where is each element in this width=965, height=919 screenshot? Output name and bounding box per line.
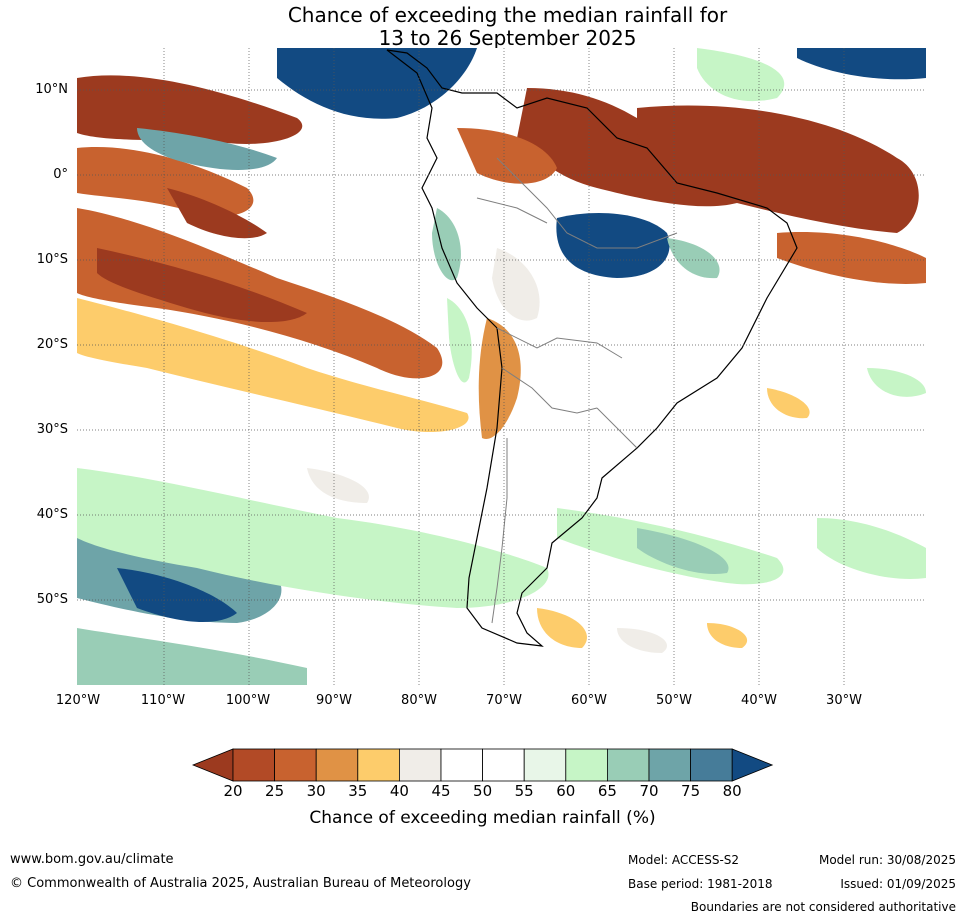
- colorbar-tick-label: 45: [431, 782, 451, 800]
- lat-label-40s: 40°S: [36, 507, 68, 522]
- footer-issued: Issued: 01/09/2025: [840, 877, 956, 891]
- colorbar-swatch: [274, 748, 317, 782]
- colorbar-tick-label: 40: [389, 782, 409, 800]
- lat-label-10s: 10°S: [36, 252, 68, 267]
- lon-label-120w: 120°W: [55, 693, 101, 708]
- colorbar-swatch: [440, 748, 483, 782]
- lat-label-50s: 50°S: [36, 592, 68, 607]
- country-borders: [476, 157, 678, 624]
- colorbar-tick-label: 35: [348, 782, 368, 800]
- colorbar-swatch: [232, 748, 275, 782]
- map-title: Chance of exceeding the median rainfall …: [0, 4, 965, 50]
- colorbar-tick-label: 25: [265, 782, 285, 800]
- footer-base-period: Base period: 1981-2018: [628, 877, 773, 891]
- colorbar-swatch: [315, 748, 359, 782]
- colorbar-swatch: [357, 748, 400, 782]
- colorbar-tick-label: 75: [681, 782, 701, 800]
- colorbar-swatch: [648, 748, 691, 782]
- lat-label-30s: 30°S: [36, 422, 68, 437]
- dry-anomaly-regions: [77, 75, 926, 648]
- colorbar-label: Chance of exceeding median rainfall (%): [309, 808, 656, 828]
- colorbar-graphic: [191, 748, 774, 782]
- lon-label-60w: 60°W: [571, 693, 607, 708]
- colorbar-tick-label: 80: [722, 782, 742, 800]
- lon-label-90w: 90°W: [316, 693, 352, 708]
- colorbar-extend-high: [731, 748, 774, 782]
- wet-anomaly-regions: [77, 48, 926, 685]
- colorbar-swatch: [690, 748, 733, 782]
- colorbar-tick-label: 20: [223, 782, 243, 800]
- rainfall-map: [77, 48, 926, 685]
- colorbar-tick-label: 55: [514, 782, 534, 800]
- colorbar-tick-label: 50: [473, 782, 493, 800]
- colorbar-swatch: [482, 748, 525, 782]
- footer-model-run: Model run: 30/08/2025: [818, 853, 956, 867]
- colorbar-swatch: [565, 748, 608, 782]
- colorbar-tick-label: 70: [639, 782, 659, 800]
- colorbar-tick-label: 65: [597, 782, 617, 800]
- colorbar-extend-low: [191, 748, 234, 782]
- title-line-2: 13 to 26 September 2025: [378, 26, 637, 50]
- title-line-1: Chance of exceeding the median rainfall …: [287, 3, 728, 27]
- colorbar: [191, 748, 774, 786]
- colorbar-swatch: [606, 748, 650, 782]
- map-canvas: [77, 48, 926, 685]
- colorbar-tick-label: 60: [556, 782, 576, 800]
- neutral-regions: [307, 248, 667, 653]
- lon-label-100w: 100°W: [225, 693, 271, 708]
- lon-label-30w: 30°W: [826, 693, 862, 708]
- colorbar-swatch: [523, 748, 567, 782]
- colorbar-swatch: [398, 748, 442, 782]
- south-america-coastline: [386, 49, 798, 647]
- lon-label-110w: 110°W: [140, 693, 186, 708]
- footer-disclaimer: Boundaries are not considered authoritat…: [690, 900, 956, 914]
- lon-label-80w: 80°W: [401, 693, 437, 708]
- lat-label-10n: 10°N: [35, 82, 68, 97]
- lat-label-20s: 20°S: [36, 337, 68, 352]
- lon-label-70w: 70°W: [486, 693, 522, 708]
- graticule: [77, 48, 926, 685]
- footer-copyright: © Commonwealth of Australia 2025, Austra…: [10, 876, 471, 891]
- lat-label-0: 0°: [53, 167, 68, 182]
- lon-label-50w: 50°W: [656, 693, 692, 708]
- footer-url[interactable]: www.bom.gov.au/climate: [10, 852, 174, 867]
- lon-label-40w: 40°W: [741, 693, 777, 708]
- footer-model: Model: ACCESS-S2: [628, 853, 740, 867]
- colorbar-tick-label: 30: [306, 782, 326, 800]
